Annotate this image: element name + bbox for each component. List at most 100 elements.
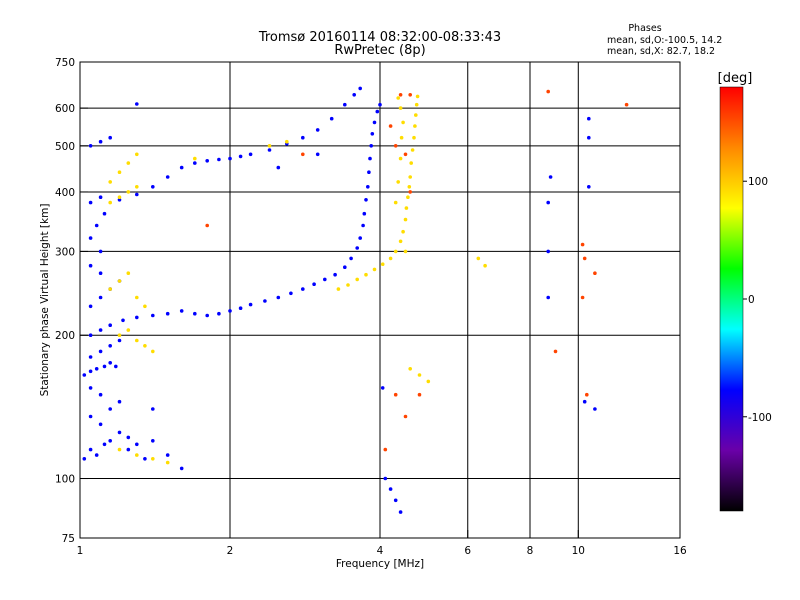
data-point-O (98, 328, 103, 332)
colorbar-label: [deg] (718, 71, 753, 86)
data-point-O (315, 128, 320, 132)
phases-header-line2: mean, sd,X: 82.7, 18.2 (607, 46, 715, 57)
data-point-X (403, 249, 408, 254)
data-point-O (94, 453, 99, 457)
data-point-O (372, 120, 377, 125)
data-point-outliers (408, 190, 413, 194)
data-point-X (165, 460, 170, 465)
data-point-outliers (398, 93, 403, 97)
data-point-O (98, 139, 103, 144)
data-point-X (398, 239, 403, 244)
data-point-O (343, 265, 347, 270)
data-point-X (412, 135, 416, 140)
data-point-X (406, 195, 410, 199)
data-point-O (117, 198, 122, 202)
data-point-X (415, 94, 420, 99)
data-point-X (117, 447, 122, 452)
colorbar (719, 86, 744, 512)
data-point-X (135, 152, 139, 157)
y-tick-label: 300 (55, 246, 75, 258)
data-point-O (217, 311, 221, 316)
x-axis-label: Frequency [MHz] (336, 558, 424, 570)
data-point-O (114, 364, 118, 369)
phases-header-line1: mean, sd,O:-100.5, 14.2 (607, 35, 722, 46)
data-point-O (587, 116, 591, 121)
data-point-O (238, 154, 243, 159)
data-point-O (88, 355, 93, 359)
grid-lines (80, 62, 680, 538)
data-point-X (151, 457, 155, 461)
data-point-O (349, 256, 353, 261)
data-point-O (248, 302, 253, 307)
x-tick-label: 1 (77, 545, 84, 557)
data-point-outliers (553, 349, 558, 354)
phases-header-title: Phases (628, 23, 661, 34)
data-point-X (398, 156, 403, 161)
data-point-O (88, 144, 93, 148)
data-point-O (546, 249, 550, 254)
chart-subtitle: RwPretec (8p) (334, 43, 425, 58)
data-point-X (364, 272, 368, 277)
data-point-O (126, 447, 131, 452)
x-tick-label: 10 (572, 545, 585, 557)
data-point-X (135, 295, 139, 300)
data-point-O (217, 157, 221, 162)
data-point-X (135, 453, 139, 457)
data-point-O (388, 487, 393, 491)
data-point-O (546, 200, 550, 205)
data-point-X (426, 379, 431, 384)
data-point-outliers (585, 392, 589, 397)
data-point-X (355, 277, 360, 282)
data-point-outliers (593, 271, 597, 276)
data-point-O (587, 185, 591, 189)
data-point-O (276, 295, 281, 300)
data-point-outliers (393, 144, 398, 148)
data-point-O (151, 313, 155, 318)
data-point-O (301, 135, 305, 140)
data-point-O (289, 291, 293, 296)
data-point-X (126, 328, 131, 332)
data-point-X (414, 102, 419, 107)
y-tick-label: 100 (55, 474, 75, 486)
data-point-O (88, 369, 93, 374)
data-point-O (179, 165, 184, 170)
data-point-O (88, 447, 93, 452)
data-point-X (372, 267, 377, 272)
data-point-O (312, 282, 316, 287)
data-point-X (135, 338, 139, 343)
data-point-O (88, 386, 93, 390)
data-point-X (407, 185, 412, 189)
y-axis-ticks: 75 100 200 300 400 500 600 750 (55, 57, 88, 545)
data-point-O (143, 457, 147, 461)
data-point-O (82, 457, 87, 461)
data-point-O (151, 439, 155, 443)
data-point-O (88, 263, 93, 268)
data-point-X (336, 287, 341, 291)
data-point-X (151, 349, 155, 354)
data-point-O (378, 102, 382, 107)
data-point-X (476, 256, 481, 261)
data-point-O (369, 144, 374, 148)
data-point-outliers (580, 242, 585, 247)
chart-title: Tromsø 20160114 08:32:00-08:33:43 (258, 30, 501, 45)
data-point-O (117, 399, 122, 404)
data-point-outliers (408, 93, 413, 97)
data-point-outliers (403, 152, 408, 157)
data-point-O (343, 102, 347, 107)
y-tick-label: 200 (55, 330, 75, 342)
colorbar-ticks: 100 0 -100 (743, 176, 772, 424)
data-point-O (102, 211, 107, 216)
data-point-O (108, 344, 112, 348)
data-point-O (135, 315, 139, 320)
data-point-O (393, 498, 398, 503)
data-point-outliers (388, 124, 393, 128)
data-point-X (393, 249, 398, 254)
data-point-outliers (580, 295, 585, 300)
data-point-X (193, 156, 197, 161)
x-tick-label: 8 (527, 545, 534, 557)
data-point-O (582, 399, 587, 404)
data-point-outliers (403, 414, 408, 419)
data-point-O (352, 93, 357, 97)
data-point-O (98, 422, 103, 427)
data-point-outliers (546, 89, 550, 94)
